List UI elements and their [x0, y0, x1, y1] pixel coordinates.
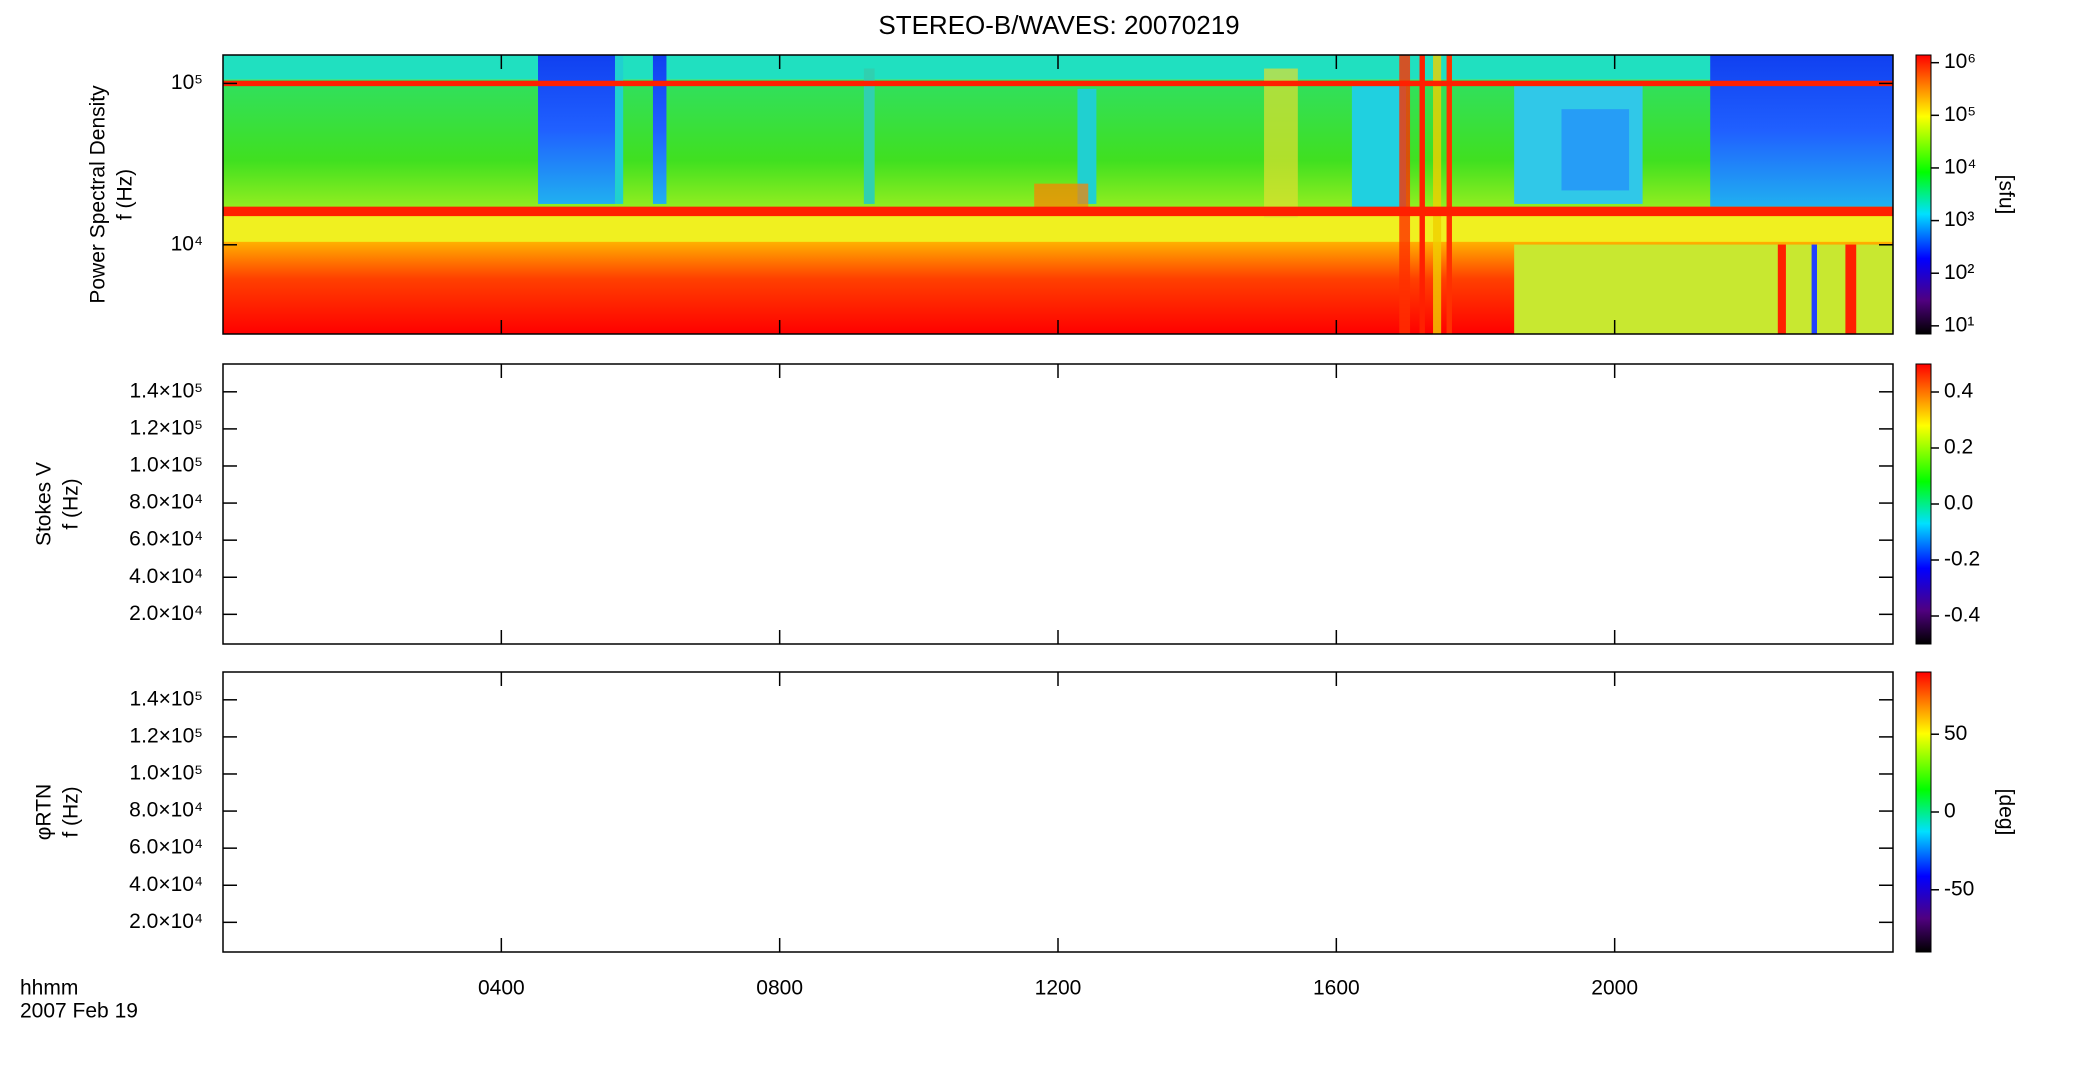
y-axis-label: Power Spectral Density [87, 85, 110, 304]
y-tick-label: 10⁴ [171, 232, 203, 255]
x-tick-label: 1600 [1313, 977, 1360, 1000]
colorbar-tick-label: 10³ [1944, 208, 1974, 231]
colorbar-label: [deg] [1994, 789, 2017, 836]
colorbar [1915, 363, 1932, 645]
y-axis-label: Stokes V [33, 462, 56, 546]
colorbar-tick-label: 0.4 [1944, 380, 1974, 403]
spectrogram-image [223, 55, 1893, 334]
colorbar-label: [sfu] [1994, 175, 2017, 215]
colorbar-tick-label: 10² [1944, 261, 1974, 284]
y-tick-label: 1.2×10⁵ [129, 416, 203, 439]
colorbar-tick-label: 0.2 [1944, 436, 1973, 459]
y-axis-label: f (Hz) [114, 169, 137, 220]
y-tick-label: 8.0×10⁴ [129, 799, 203, 822]
y-tick-label: 1.2×10⁵ [129, 724, 203, 747]
y-tick-label: 8.0×10⁴ [129, 491, 203, 514]
colorbar-tick-label: 10⁵ [1944, 103, 1976, 126]
x-tick-label: 2000 [1591, 977, 1638, 1000]
plot-frame [222, 671, 1894, 953]
y-tick-label: 10⁵ [171, 71, 203, 94]
y-axis-label: f (Hz) [60, 478, 83, 529]
y-axis-label: φRTN [33, 784, 56, 840]
y-tick-label: 1.0×10⁵ [129, 454, 203, 477]
colorbar-tick-label: 0 [1944, 800, 1956, 823]
x-tick-label: 1200 [1035, 977, 1082, 1000]
plot-frame [222, 363, 1894, 645]
y-axis-label: f (Hz) [60, 786, 83, 837]
colorbar-tick-label: -0.4 [1944, 604, 1981, 627]
colorbar-tick-label: 50 [1944, 722, 1967, 745]
y-tick-label: 6.0×10⁴ [129, 528, 203, 551]
colorbar-tick-label: 0.0 [1944, 492, 1973, 515]
figure-title: STEREO-B/WAVES: 20070219 [878, 10, 1239, 40]
colorbar-tick-label: 10⁶ [1944, 50, 1976, 73]
y-tick-label: 1.4×10⁵ [129, 379, 203, 402]
y-tick-label: 1.4×10⁵ [129, 687, 203, 710]
colorbar-tick-label: -0.2 [1944, 548, 1980, 571]
y-tick-label: 2.0×10⁴ [129, 602, 203, 625]
x-axis-label: 2007 Feb 19 [20, 1000, 138, 1023]
colorbar [1915, 671, 1932, 953]
y-tick-label: 4.0×10⁴ [129, 565, 203, 588]
colorbar-tick-label: 10¹ [1944, 313, 1974, 336]
colorbar-tick-label: -50 [1944, 877, 1974, 900]
x-axis-label: hhmm [20, 977, 78, 1000]
y-tick-label: 1.0×10⁵ [129, 762, 203, 785]
y-tick-label: 2.0×10⁴ [129, 910, 203, 933]
colorbar [1915, 54, 1932, 335]
x-tick-label: 0800 [756, 977, 803, 1000]
x-tick-label: 0400 [478, 977, 525, 1000]
colorbar-tick-label: 10⁴ [1944, 156, 1976, 179]
y-tick-label: 6.0×10⁴ [129, 836, 203, 859]
y-tick-label: 4.0×10⁴ [129, 873, 203, 896]
